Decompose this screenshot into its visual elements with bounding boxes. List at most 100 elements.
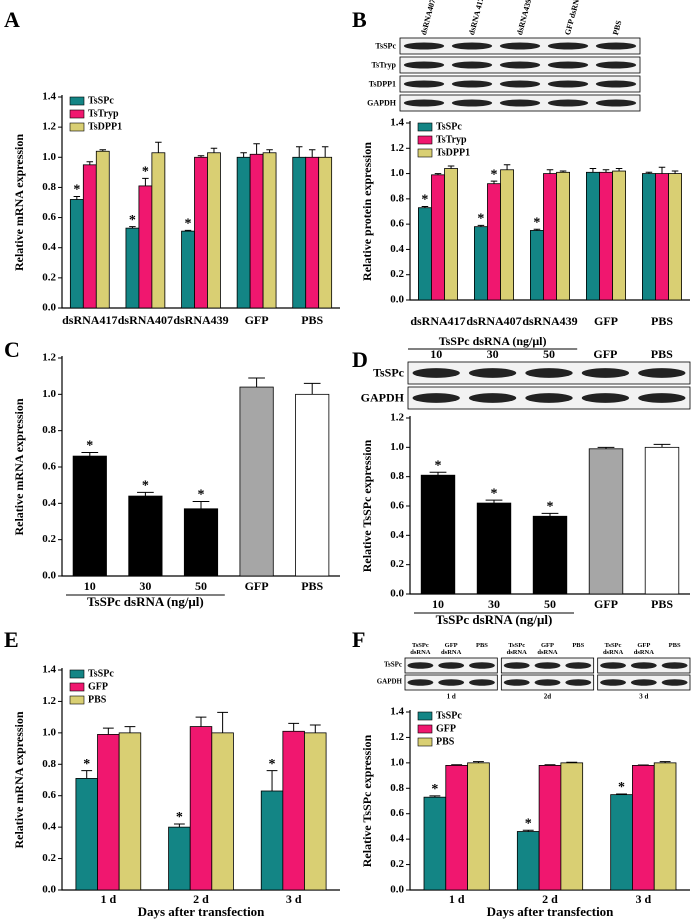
- bar: [125, 227, 140, 309]
- error-bar: [447, 165, 455, 169]
- significance-mark: *: [129, 213, 136, 228]
- y-tick-label: 0.6: [390, 218, 404, 230]
- bar: [181, 230, 195, 309]
- blot-band: [468, 368, 517, 378]
- y-tick-label: 1.0: [390, 756, 404, 768]
- blot-lane-line: TsSPc: [412, 642, 429, 649]
- bar: [444, 168, 458, 301]
- bar: [69, 199, 84, 309]
- blot-lane-label: PBS: [611, 19, 624, 36]
- y-tick-label: 1.2: [42, 352, 56, 364]
- x-tick-label: 50: [544, 597, 556, 611]
- error-bar: [217, 711, 229, 733]
- x-tick-label: dsRNA439: [173, 313, 228, 327]
- error-bar: [451, 764, 463, 766]
- blot-lane-line: dsRNA: [603, 649, 624, 656]
- bar: [612, 170, 626, 301]
- bar: [423, 796, 447, 891]
- x-tick-label: dsRNA407: [118, 313, 173, 327]
- error-bar: [566, 761, 578, 763]
- blot-lane-label: PBS: [669, 642, 681, 649]
- legend-label: TsSPc: [436, 121, 462, 132]
- x-tick-label: dsRNA417: [410, 314, 465, 328]
- blot-band: [412, 393, 460, 403]
- blot-band: [403, 80, 445, 88]
- blot-lane-label: 30: [487, 347, 499, 361]
- y-tick-label: 0.4: [390, 529, 404, 541]
- blot-band: [547, 42, 589, 50]
- blot-band: [630, 679, 657, 686]
- blot-band: [534, 679, 561, 686]
- blot-band: [499, 99, 541, 107]
- legend-label: GFP: [436, 723, 456, 734]
- bar: [668, 173, 682, 301]
- group-label: TsSPc dsRNA (ng/μl): [436, 612, 553, 627]
- legend-label: TsSPc: [88, 95, 114, 106]
- blot-group-label: 2d: [544, 693, 552, 701]
- blot-band: [407, 679, 434, 686]
- error-bar: [124, 726, 136, 733]
- blot-lane-line: dsRNA: [537, 649, 558, 656]
- blot-band: [534, 662, 561, 669]
- error-bar: [155, 141, 162, 153]
- significance-mark: *: [421, 193, 428, 208]
- x-tick-label: 10: [84, 579, 96, 593]
- y-tick-label: 1.0: [390, 441, 404, 453]
- error-bar: [303, 382, 321, 395]
- blot-band: [503, 679, 530, 686]
- bar: [118, 732, 142, 891]
- group-label: TsSPc dsRNA (ng/μl): [87, 594, 204, 609]
- error-bar: [659, 761, 671, 763]
- error-bar: [546, 169, 554, 174]
- bar: [417, 207, 432, 301]
- blot-row-label: GAPDH: [367, 98, 397, 107]
- legend-swatch: [69, 109, 85, 119]
- bar: [543, 173, 557, 301]
- blot-lane-label: PBS: [572, 642, 584, 649]
- legend-label: TsSPc: [436, 710, 462, 721]
- y-tick-label: 1.2: [42, 121, 56, 133]
- bar: [642, 173, 656, 301]
- x-tick-label: dsRNA417: [62, 313, 117, 327]
- error-bar: [253, 143, 260, 155]
- error-bar: [195, 716, 207, 727]
- y-axis-label: Relative protein expression: [360, 142, 374, 281]
- panel-letter: D: [352, 347, 368, 372]
- blot-band: [525, 393, 573, 403]
- bar: [189, 726, 213, 891]
- error-bar: [616, 793, 627, 795]
- blot-band: [503, 662, 530, 669]
- x-tick-label: 2 d: [542, 892, 558, 906]
- panel-letter: E: [4, 627, 19, 652]
- blot-band: [630, 662, 657, 669]
- y-tick-label: 0.6: [42, 461, 56, 473]
- blot-lane-line: dsRNA: [410, 649, 431, 656]
- blot-band: [565, 662, 592, 669]
- blot-band: [661, 679, 688, 686]
- bar: [82, 164, 97, 309]
- blot-band: [403, 42, 445, 50]
- blot-lane-line: PBS: [476, 642, 488, 649]
- bar: [473, 226, 488, 301]
- panel-letter: A: [4, 7, 20, 32]
- y-tick-label: 0.8: [42, 758, 56, 770]
- blot-lane-label: GFP dsRNA: [634, 642, 655, 656]
- significance-mark: *: [269, 757, 276, 772]
- blot-lane-line: PBS: [669, 642, 681, 649]
- y-tick-label: 0.2: [390, 268, 404, 280]
- y-tick-label: 0.8: [390, 782, 404, 794]
- y-tick-label: 0.2: [42, 852, 56, 864]
- bar: [530, 230, 544, 301]
- error-bar: [533, 228, 541, 231]
- bar: [516, 831, 540, 891]
- blot-lane-label: TsSPc dsRNA: [507, 642, 528, 656]
- legend-swatch: [69, 682, 85, 692]
- x-tick-label: dsRNA407: [466, 314, 521, 328]
- y-tick-label: 0.8: [390, 192, 404, 204]
- significance-mark: *: [198, 488, 205, 503]
- y-tick-label: 1.2: [42, 695, 56, 707]
- bar: [653, 762, 677, 891]
- y-tick-label: 0.6: [42, 789, 56, 801]
- blot-band: [468, 393, 517, 403]
- blot-lane-line: TsSPc: [605, 642, 622, 649]
